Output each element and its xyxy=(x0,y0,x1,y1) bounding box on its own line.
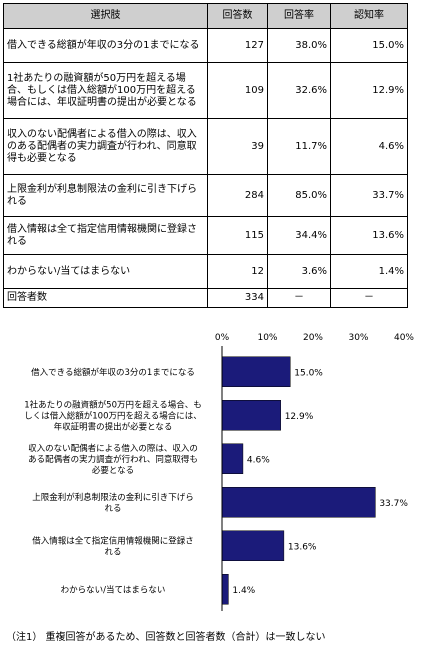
row-awareness: 15.0% xyxy=(330,28,408,63)
row-rate: 85.0% xyxy=(267,174,331,217)
row-awareness: 12.9% xyxy=(330,62,408,119)
category-label: わからない/当てはまらない xyxy=(61,584,166,595)
x-tick-label: 10% xyxy=(257,333,277,343)
row-label: わからない/当てはまらない xyxy=(3,254,208,289)
value-label: 13.6% xyxy=(288,542,317,552)
row-label: 1社あたりの融資額が50万円を超える場合、もしくは借入総額が100万円を超える場… xyxy=(3,62,208,119)
table-row: わからない/当てはまらない 12 3.6% 1.4% xyxy=(3,254,408,289)
row-count: 12 xyxy=(207,254,268,289)
table-row: 借入情報は全て指定信用情報機関に登録される 115 34.4% 13.6% xyxy=(3,216,408,255)
category-label: 借入情報は全て指定信用情報機関に登録される xyxy=(32,535,194,557)
x-tick-label: 0% xyxy=(215,333,230,343)
survey-table: 選択肢 回答数 回答率 認知率 借入できる総額が年収の3分の1までになる 127… xyxy=(3,3,408,308)
header-rate: 回答率 xyxy=(267,3,331,29)
footnote: （注1） 重複回答があるため、回答数と回答者数（合計）は一致しない xyxy=(6,632,326,643)
value-label: 15.0% xyxy=(294,368,323,378)
row-rate: 11.7% xyxy=(267,118,331,175)
value-label: 4.6% xyxy=(247,455,270,465)
row-count: 115 xyxy=(207,216,268,255)
respondents-rate: － xyxy=(267,288,331,308)
header-awareness: 認知率 xyxy=(330,3,408,29)
respondents-label: 回答者数 xyxy=(3,288,208,308)
row-rate: 34.4% xyxy=(267,216,331,255)
row-count: 109 xyxy=(207,62,268,119)
category-label: 上限金利が利息制限法の金利に引き下げられる xyxy=(32,492,194,514)
value-label: 1.4% xyxy=(232,586,255,596)
row-rate: 3.6% xyxy=(267,254,331,289)
table-row: 借入できる総額が年収の3分の1までになる 127 38.0% 15.0% xyxy=(3,28,408,63)
row-label: 上限金利が利息制限法の金利に引き下げられる xyxy=(3,174,208,217)
bar xyxy=(221,400,281,431)
respondents-count: 334 xyxy=(207,288,268,308)
category-label: 借入できる総額が年収の3分の1までになる xyxy=(31,367,195,378)
x-tick-label: 30% xyxy=(348,333,368,343)
row-awareness: 1.4% xyxy=(330,254,408,289)
row-label: 収入のない配偶者による借入の際は、収入のある配偶者の実力調査が行われ、同意取得も… xyxy=(3,118,208,175)
row-rate: 38.0% xyxy=(267,28,331,63)
table-row: 収入のない配偶者による借入の際は、収入のある配偶者の実力調査が行われ、同意取得も… xyxy=(3,118,408,175)
row-awareness: 33.7% xyxy=(330,174,408,217)
bar xyxy=(221,356,291,387)
x-tick-label: 20% xyxy=(303,333,323,343)
table-row: 上限金利が利息制限法の金利に引き下げられる 284 85.0% 33.7% xyxy=(3,174,408,217)
table-row: 1社あたりの融資額が50万円を超える場合、もしくは借入総額が100万円を超える場… xyxy=(3,62,408,119)
table-header-row: 選択肢 回答数 回答率 認知率 xyxy=(3,3,408,29)
bar xyxy=(221,530,285,561)
category-label: 収入のない配偶者による借入の際は、収入のある配偶者の実力調査が行われ、同意取得も… xyxy=(28,443,198,476)
row-awareness: 13.6% xyxy=(330,216,408,255)
header-choice: 選択肢 xyxy=(3,3,208,29)
category-label: 1社あたりの融資額が50万円を超える場合、もしくは借入総額が100万円を超える場… xyxy=(24,399,201,432)
row-awareness: 4.6% xyxy=(330,118,408,175)
awareness-bar-chart: 0% 10% 20% 30% 40% 借入できる総額が年収の3分の1までになる 1社あたり… xyxy=(24,333,414,611)
row-count: 127 xyxy=(207,28,268,63)
table-footer-row: 回答者数 334 － － xyxy=(3,288,408,308)
row-count: 284 xyxy=(207,174,268,217)
row-label: 借入情報は全て指定信用情報機関に登録される xyxy=(3,216,208,255)
bar xyxy=(221,574,229,605)
x-tick-label: 40% xyxy=(394,333,414,343)
bar xyxy=(221,443,244,474)
header-count: 回答数 xyxy=(207,3,268,29)
respondents-awareness: － xyxy=(330,288,408,308)
row-count: 39 xyxy=(207,118,268,175)
bar xyxy=(221,487,376,518)
row-label: 借入できる総額が年収の3分の1までになる xyxy=(3,28,208,63)
row-rate: 32.6% xyxy=(267,62,331,119)
value-label: 33.7% xyxy=(379,499,408,509)
value-label: 12.9% xyxy=(285,412,314,422)
